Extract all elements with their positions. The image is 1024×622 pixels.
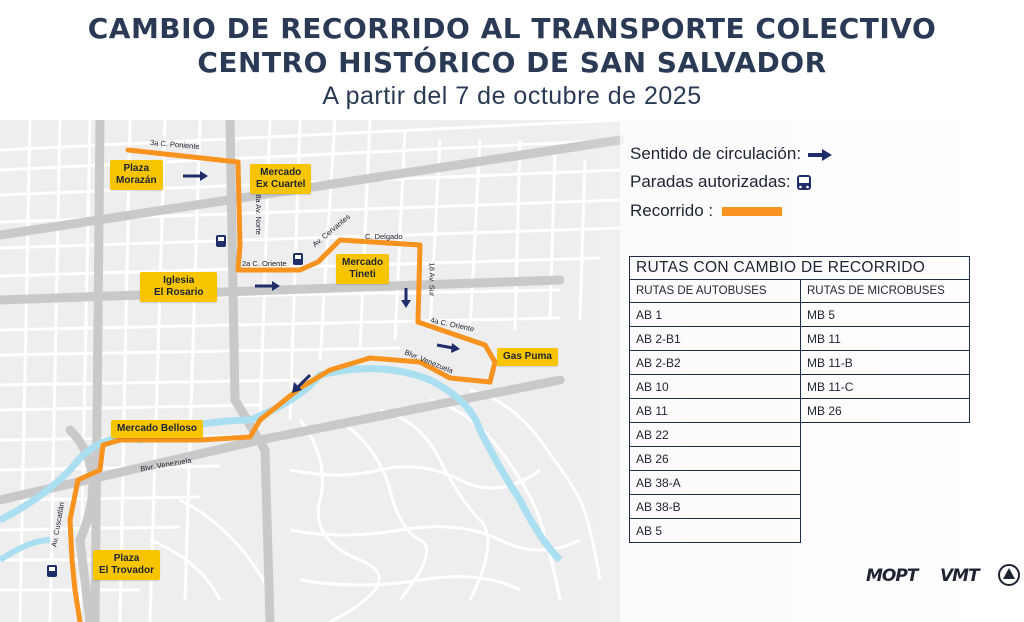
street-label-18-av-sur: 18 Av. Sur: [427, 262, 437, 297]
title-line-1: CAMBIO DE RECORRIDO AL TRANSPORTE COLECT…: [87, 12, 937, 45]
empty-cell: [801, 447, 970, 471]
street-label-2a-c-oriente: 2a C. Oriente: [242, 259, 287, 268]
bus-route: AB 2-B1: [629, 326, 801, 351]
table-row: AB 2-B2 MB 11-B: [629, 350, 970, 375]
microbus-route: MB 11-B: [800, 350, 970, 375]
street-label-8a-av-norte: 8a Av. Norte: [253, 194, 263, 235]
routes-table: RUTAS CON CAMBIO DE RECORRIDO RUTAS DE A…: [629, 256, 970, 543]
table-row: AB 22: [629, 422, 970, 447]
place-iglesia-el-rosario[interactable]: Iglesia El Rosario: [140, 272, 218, 302]
microbus-route: MB 11-C: [800, 374, 970, 399]
el-salvador-coat-of-arms-icon: [998, 564, 1020, 586]
legend-direction-label: Sentido de circulación:: [630, 144, 802, 163]
bus-route: AB 2-B2: [629, 350, 801, 375]
vmt-logo: VMT: [940, 566, 980, 586]
column-header-microbuses: RUTAS DE MICROBUSES: [800, 279, 970, 303]
legend-stops: Paradas autorizadas:: [630, 172, 813, 192]
place-gas-puma[interactable]: Gas Puma: [497, 348, 558, 366]
bus-icon: [47, 565, 57, 577]
table-row: AB 11 MB 26: [629, 398, 970, 423]
legend-route: Recorrido :: [630, 201, 782, 221]
table-row: AB 5: [629, 518, 970, 543]
bus-route: AB 38-B: [629, 494, 801, 519]
route-line: [47, 147, 498, 622]
bus-route: AB 26: [629, 446, 801, 471]
empty-cell: [801, 495, 970, 519]
microbus-route: MB 26: [800, 398, 970, 423]
legend-stops-label: Paradas autorizadas:: [630, 172, 791, 191]
place-mercado-ex-cuartel[interactable]: Mercado Ex Cuartel: [250, 164, 312, 194]
empty-cell: [801, 423, 970, 447]
route-swatch: [721, 207, 782, 217]
microbus-route: MB 11: [800, 326, 970, 351]
table-row: AB 10 MB 11-C: [629, 374, 970, 399]
arrow-right-icon: [807, 148, 832, 161]
microbus-route: MB 5: [800, 302, 970, 327]
place-plaza-morazan[interactable]: Plaza Morazán: [110, 160, 163, 190]
bus-icon: [293, 253, 303, 265]
table-row: AB 26: [629, 446, 970, 471]
place-mercado-tineti[interactable]: Mercado Tineti: [336, 254, 390, 284]
bus-route: AB 38-A: [629, 470, 801, 495]
legend-route-label: Recorrido :: [630, 201, 714, 220]
street-label-c-delgado: C. Delgado: [365, 232, 403, 241]
bus-route: AB 10: [629, 374, 801, 399]
legend-direction: Sentido de circulación:: [630, 144, 834, 164]
bus-route: AB 22: [629, 422, 801, 447]
table-row: AB 2-B1 MB 11: [629, 326, 970, 351]
column-header-buses: RUTAS DE AUTOBUSES: [629, 279, 801, 303]
table-row: AB 38-B: [629, 494, 970, 519]
mopt-logo: MOPT: [866, 566, 918, 586]
bus-route: AB 11: [629, 398, 801, 423]
title-line-2: CENTRO HISTÓRICO DE SAN SALVADOR: [197, 46, 827, 79]
routes-table-heading: RUTAS CON CAMBIO DE RECORRIDO: [629, 256, 970, 280]
table-row: AB 38-A: [629, 470, 970, 495]
bus-icon: [216, 235, 226, 247]
bus-icon: [797, 174, 812, 190]
empty-cell: [801, 471, 970, 495]
subtitle: A partir del 7 de octubre de 2025: [322, 82, 702, 110]
table-row: AB 1 MB 5: [629, 302, 970, 327]
bus-route: AB 5: [629, 518, 801, 543]
place-mercado-belloso[interactable]: Mercado Belloso: [111, 420, 204, 438]
place-plaza-el-trovador[interactable]: Plaza El Trovador: [93, 550, 161, 580]
empty-cell: [801, 519, 970, 543]
bus-route: AB 1: [629, 302, 801, 327]
